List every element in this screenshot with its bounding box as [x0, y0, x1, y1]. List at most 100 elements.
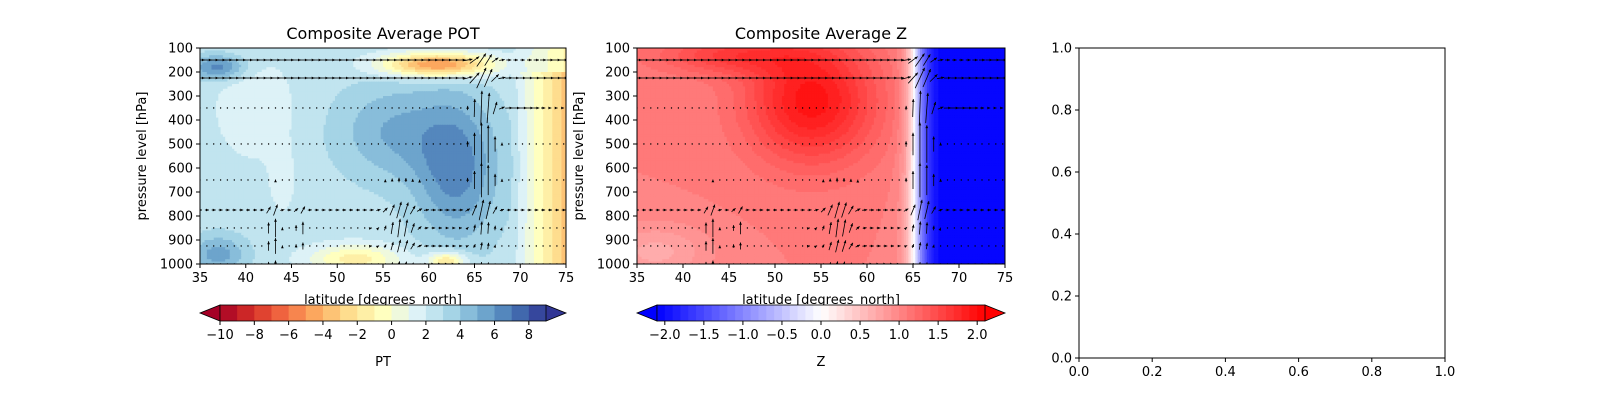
- pot-field-cell: [499, 117, 503, 121]
- pot-field-cell: [467, 91, 471, 95]
- pot-field-cell: [533, 67, 537, 71]
- pot-field-cell: [353, 98, 357, 102]
- pot-field-cell: [270, 105, 274, 109]
- pot-field-cell: [300, 50, 304, 54]
- pot-field-cell: [353, 117, 357, 121]
- pot-field-cell: [463, 52, 466, 56]
- pot-field-cell: [405, 57, 409, 61]
- pot-field-cell: [364, 55, 368, 59]
- pot-field-cell: [396, 60, 400, 63]
- pot-field-cell: [282, 112, 286, 116]
- pot-field-cell: [275, 110, 279, 114]
- pot-field-cell: [501, 72, 505, 75]
- pot-field-cell: [547, 112, 551, 116]
- pot-field-cell: [497, 100, 501, 104]
- pot-field-cell: [524, 91, 528, 95]
- pot-field-cell: [415, 108, 418, 111]
- pot-field-cell: [517, 52, 521, 56]
- pot-field-cell: [261, 62, 265, 66]
- pot-field-cell: [536, 60, 540, 63]
- pot-field-cell: [341, 64, 345, 68]
- pot-field-cell: [275, 117, 279, 121]
- pot-field-cell: [431, 88, 434, 92]
- pot-field-cell: [504, 55, 508, 59]
- pot-field-cell: [220, 81, 224, 85]
- pot-field-cell: [554, 74, 558, 78]
- pot-field-cell: [472, 57, 476, 61]
- pot-field-cell: [254, 122, 258, 126]
- pot-field-cell: [321, 57, 325, 61]
- pot-field-cell: [472, 50, 476, 54]
- pot-field-cell: [314, 48, 318, 51]
- pot-field-cell: [248, 84, 251, 87]
- pot-field-cell: [485, 69, 489, 73]
- pot-field-cell: [318, 64, 322, 68]
- pot-field-cell: [360, 57, 364, 61]
- pot-field-cell: [465, 57, 469, 61]
- pot-field-cell: [264, 115, 267, 119]
- pot-field-cell: [387, 48, 391, 51]
- pot-field-cell: [474, 120, 478, 123]
- pot-field-cell: [463, 98, 466, 102]
- pot-field-cell: [328, 88, 331, 92]
- pot-field-cell: [492, 120, 496, 123]
- pot-field-cell: [238, 69, 242, 73]
- pot-field-cell: [458, 69, 462, 73]
- pot-field-cell: [234, 60, 238, 63]
- pot-field-cell: [520, 74, 524, 78]
- pot-field-cell: [268, 52, 272, 56]
- pot-field-cell: [332, 98, 336, 102]
- pot-field-cell: [501, 96, 505, 99]
- pot-field-cell: [337, 88, 341, 92]
- pot-field-cell: [556, 88, 560, 92]
- pot-field-cell: [282, 48, 286, 51]
- pot-field-cell: [334, 67, 338, 71]
- pot-field-cell: [399, 98, 402, 102]
- pot-field-cell: [444, 115, 448, 119]
- pot-field-cell: [348, 117, 352, 121]
- pot-field-cell: [552, 67, 556, 71]
- pot-field-cell: [309, 79, 313, 83]
- pot-field-cell: [296, 48, 299, 51]
- pot-field-cell: [392, 96, 396, 99]
- pot-field-cell: [511, 60, 514, 63]
- pot-field-cell: [309, 91, 313, 95]
- pot-field-cell: [360, 110, 364, 114]
- pot-field-cell: [350, 84, 354, 87]
- pot-field-cell: [495, 115, 498, 119]
- pot-field-cell: [202, 64, 206, 68]
- pot-field-cell: [236, 69, 240, 73]
- pot-field-cell: [241, 64, 245, 68]
- pot-field-cell: [211, 91, 215, 95]
- pot-field-cell: [300, 103, 304, 107]
- pot-field-cell: [376, 52, 380, 56]
- pot-field-cell: [408, 88, 412, 92]
- pot-field-cell: [261, 112, 265, 116]
- pot-field-cell: [232, 79, 235, 83]
- pot-field-cell: [275, 52, 279, 56]
- pot-field-cell: [332, 86, 336, 90]
- pot-field-cell: [357, 79, 361, 83]
- pot-field-cell: [460, 74, 464, 78]
- pot-field-cell: [428, 55, 432, 59]
- pot-field-cell: [517, 62, 521, 66]
- pot-field-cell: [332, 69, 336, 73]
- pot-field-cell: [222, 84, 226, 87]
- pot-field-cell: [222, 79, 226, 83]
- pot-field-cell: [330, 69, 334, 73]
- pot-field-cell: [561, 88, 565, 92]
- pot-field-cell: [554, 120, 558, 123]
- pot-field-cell: [556, 48, 560, 51]
- pot-field-cell: [323, 96, 327, 99]
- pot-field-cell: [376, 81, 380, 85]
- pot-field-cell: [561, 105, 565, 109]
- pot-field-cell: [415, 93, 418, 97]
- pot-field-cell: [236, 120, 240, 123]
- pot-field-cell: [467, 88, 471, 92]
- pot-field-cell: [318, 48, 322, 51]
- pot-field-cell: [403, 67, 407, 71]
- pot-field-cell: [213, 86, 217, 90]
- pot-field-cell: [483, 86, 487, 90]
- pot-field-cell: [433, 105, 437, 109]
- pot-field-cell: [396, 84, 400, 87]
